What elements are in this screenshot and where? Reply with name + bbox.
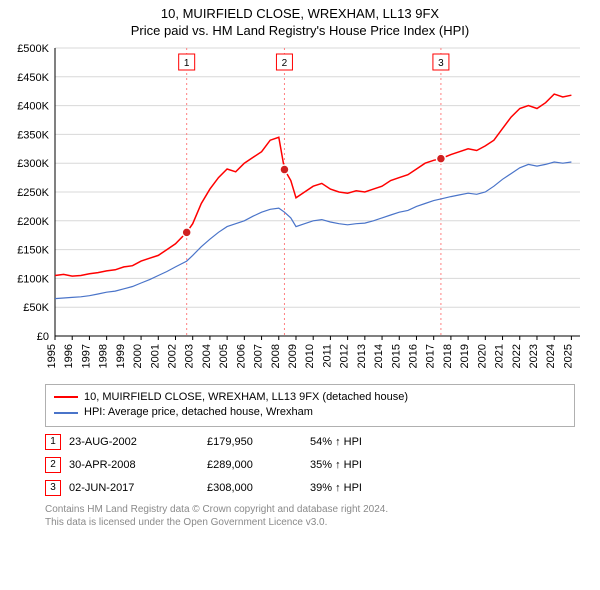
transaction-row: 1 23-AUG-2002 £179,950 54% ↑ HPI	[45, 434, 575, 450]
svg-text:1995: 1995	[46, 344, 58, 368]
svg-text:2000: 2000	[132, 344, 144, 368]
svg-text:2025: 2025	[562, 344, 574, 368]
svg-text:1998: 1998	[98, 344, 110, 368]
svg-text:2015: 2015	[390, 344, 402, 368]
svg-text:2004: 2004	[201, 344, 213, 368]
transaction-vs-hpi: 39% ↑ HPI	[310, 482, 575, 494]
svg-text:2023: 2023	[528, 344, 540, 368]
chart-txn-marker-number: 2	[282, 58, 288, 69]
svg-text:2014: 2014	[373, 344, 385, 368]
svg-text:2017: 2017	[425, 344, 437, 368]
price-chart: £0 £50K £100K £150K £200K £250K £300K £350K £400…	[0, 40, 600, 380]
svg-text:2024: 2024	[545, 344, 557, 368]
svg-text:2019: 2019	[459, 344, 471, 368]
svg-text:2011: 2011	[321, 344, 333, 368]
svg-text:2021: 2021	[494, 344, 506, 368]
svg-text:2003: 2003	[184, 344, 196, 368]
legend-label-hpi: HPI: Average price, detached house, Wrex…	[84, 405, 313, 420]
transaction-vs-hpi: 35% ↑ HPI	[310, 459, 575, 471]
transaction-price: £308,000	[207, 482, 302, 494]
legend-row-property: 10, MUIRFIELD CLOSE, WREXHAM, LL13 9FX (…	[54, 390, 566, 405]
svg-text:£50K: £50K	[23, 302, 49, 314]
svg-text:2002: 2002	[166, 344, 178, 368]
svg-text:£250K: £250K	[17, 187, 49, 199]
svg-text:£300K: £300K	[17, 158, 49, 170]
transaction-vs-hpi: 54% ↑ HPI	[310, 436, 575, 448]
chart-txn-marker-number: 1	[184, 58, 190, 69]
legend-label-property: 10, MUIRFIELD CLOSE, WREXHAM, LL13 9FX (…	[84, 390, 408, 405]
svg-text:2009: 2009	[287, 344, 299, 368]
transaction-date: 23-AUG-2002	[69, 436, 199, 448]
svg-text:£100K: £100K	[17, 273, 49, 285]
footer-line2: This data is licensed under the Open Gov…	[45, 516, 575, 529]
svg-text:£200K: £200K	[17, 216, 49, 228]
svg-text:£350K: £350K	[17, 129, 49, 141]
svg-text:1997: 1997	[80, 344, 92, 368]
transaction-marker-icon: 2	[45, 457, 61, 473]
legend-row-hpi: HPI: Average price, detached house, Wrex…	[54, 405, 566, 420]
transaction-row: 2 30-APR-2008 £289,000 35% ↑ HPI	[45, 457, 575, 473]
transaction-date: 30-APR-2008	[69, 459, 199, 471]
svg-text:2001: 2001	[149, 344, 161, 368]
svg-text:£150K: £150K	[17, 244, 49, 256]
chart-title-line1: 10, MUIRFIELD CLOSE, WREXHAM, LL13 9FX	[0, 0, 600, 23]
chart-subtitle: Price paid vs. HM Land Registry's House …	[0, 23, 600, 40]
svg-text:2007: 2007	[253, 344, 265, 368]
footer-text: Contains HM Land Registry data © Crown c…	[45, 503, 575, 529]
transaction-marker-icon: 3	[45, 480, 61, 496]
chart-txn-dot	[182, 228, 191, 237]
transaction-row: 3 02-JUN-2017 £308,000 39% ↑ HPI	[45, 480, 575, 496]
svg-text:£0: £0	[37, 331, 49, 343]
svg-text:1999: 1999	[115, 344, 127, 368]
svg-text:2020: 2020	[476, 344, 488, 368]
transaction-price: £289,000	[207, 459, 302, 471]
chart-txn-marker-number: 3	[438, 58, 444, 69]
svg-text:£400K: £400K	[17, 100, 49, 112]
transaction-date: 02-JUN-2017	[69, 482, 199, 494]
svg-text:2018: 2018	[442, 344, 454, 368]
svg-text:2010: 2010	[304, 344, 316, 368]
svg-text:£450K: £450K	[17, 72, 49, 84]
transaction-marker-icon: 1	[45, 434, 61, 450]
svg-text:2006: 2006	[235, 344, 247, 368]
svg-text:2008: 2008	[270, 344, 282, 368]
svg-text:2005: 2005	[218, 344, 230, 368]
transaction-price: £179,950	[207, 436, 302, 448]
svg-text:2013: 2013	[356, 344, 368, 368]
svg-text:2012: 2012	[339, 344, 351, 368]
chart-txn-dot	[280, 165, 289, 174]
legend-box: 10, MUIRFIELD CLOSE, WREXHAM, LL13 9FX (…	[45, 384, 575, 427]
footer-line1: Contains HM Land Registry data © Crown c…	[45, 503, 575, 516]
svg-text:1996: 1996	[63, 344, 75, 368]
svg-text:£500K: £500K	[17, 43, 49, 55]
svg-text:2022: 2022	[511, 344, 523, 368]
svg-text:2016: 2016	[407, 344, 419, 368]
legend-swatch-hpi	[54, 412, 78, 414]
chart-txn-dot	[436, 154, 445, 163]
legend-swatch-property	[54, 396, 78, 398]
